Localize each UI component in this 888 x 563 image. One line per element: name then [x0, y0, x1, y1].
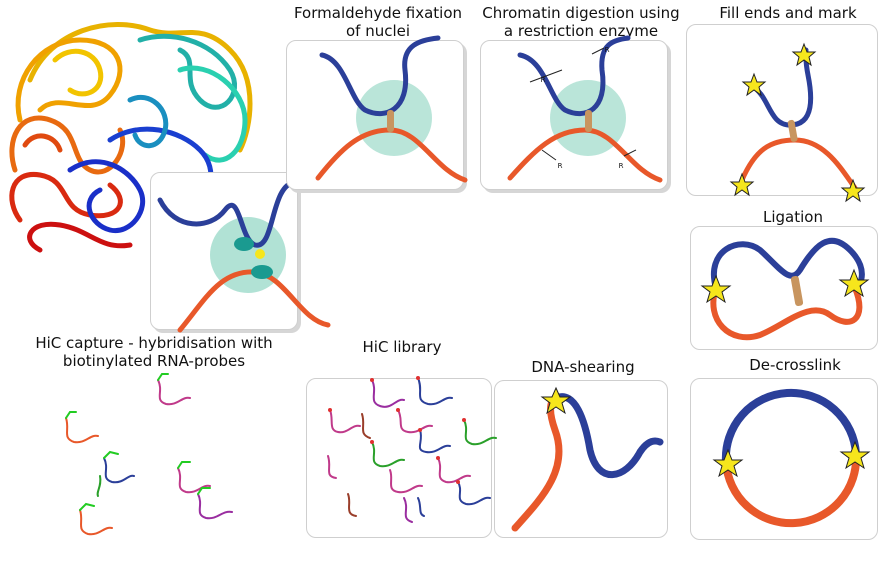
step-title-shearing: DNA-shearing [531, 358, 635, 376]
enzyme-site-label: R [557, 162, 563, 170]
enzyme-site-label: R [540, 76, 546, 84]
step-title-ligation: Ligation [763, 208, 823, 226]
crosslink-fixation [387, 110, 394, 132]
step-title-library: HiC library [362, 338, 442, 356]
step-title-capture: HiC capture - hybridisation with biotiny… [35, 334, 273, 370]
step-title-fixation: Formaldehyde fixation of nuclei [293, 4, 463, 40]
step-title-digestion: Chromatin digestion using a restriction … [482, 4, 680, 40]
enzyme-site-label: R [618, 162, 624, 170]
fill-ends-panel [686, 24, 878, 196]
decrosslink-panel [690, 378, 878, 540]
enzyme-site-label: R [604, 46, 610, 54]
library-panel [306, 378, 492, 538]
step-title-decrosslink: De-crosslink [749, 356, 841, 374]
